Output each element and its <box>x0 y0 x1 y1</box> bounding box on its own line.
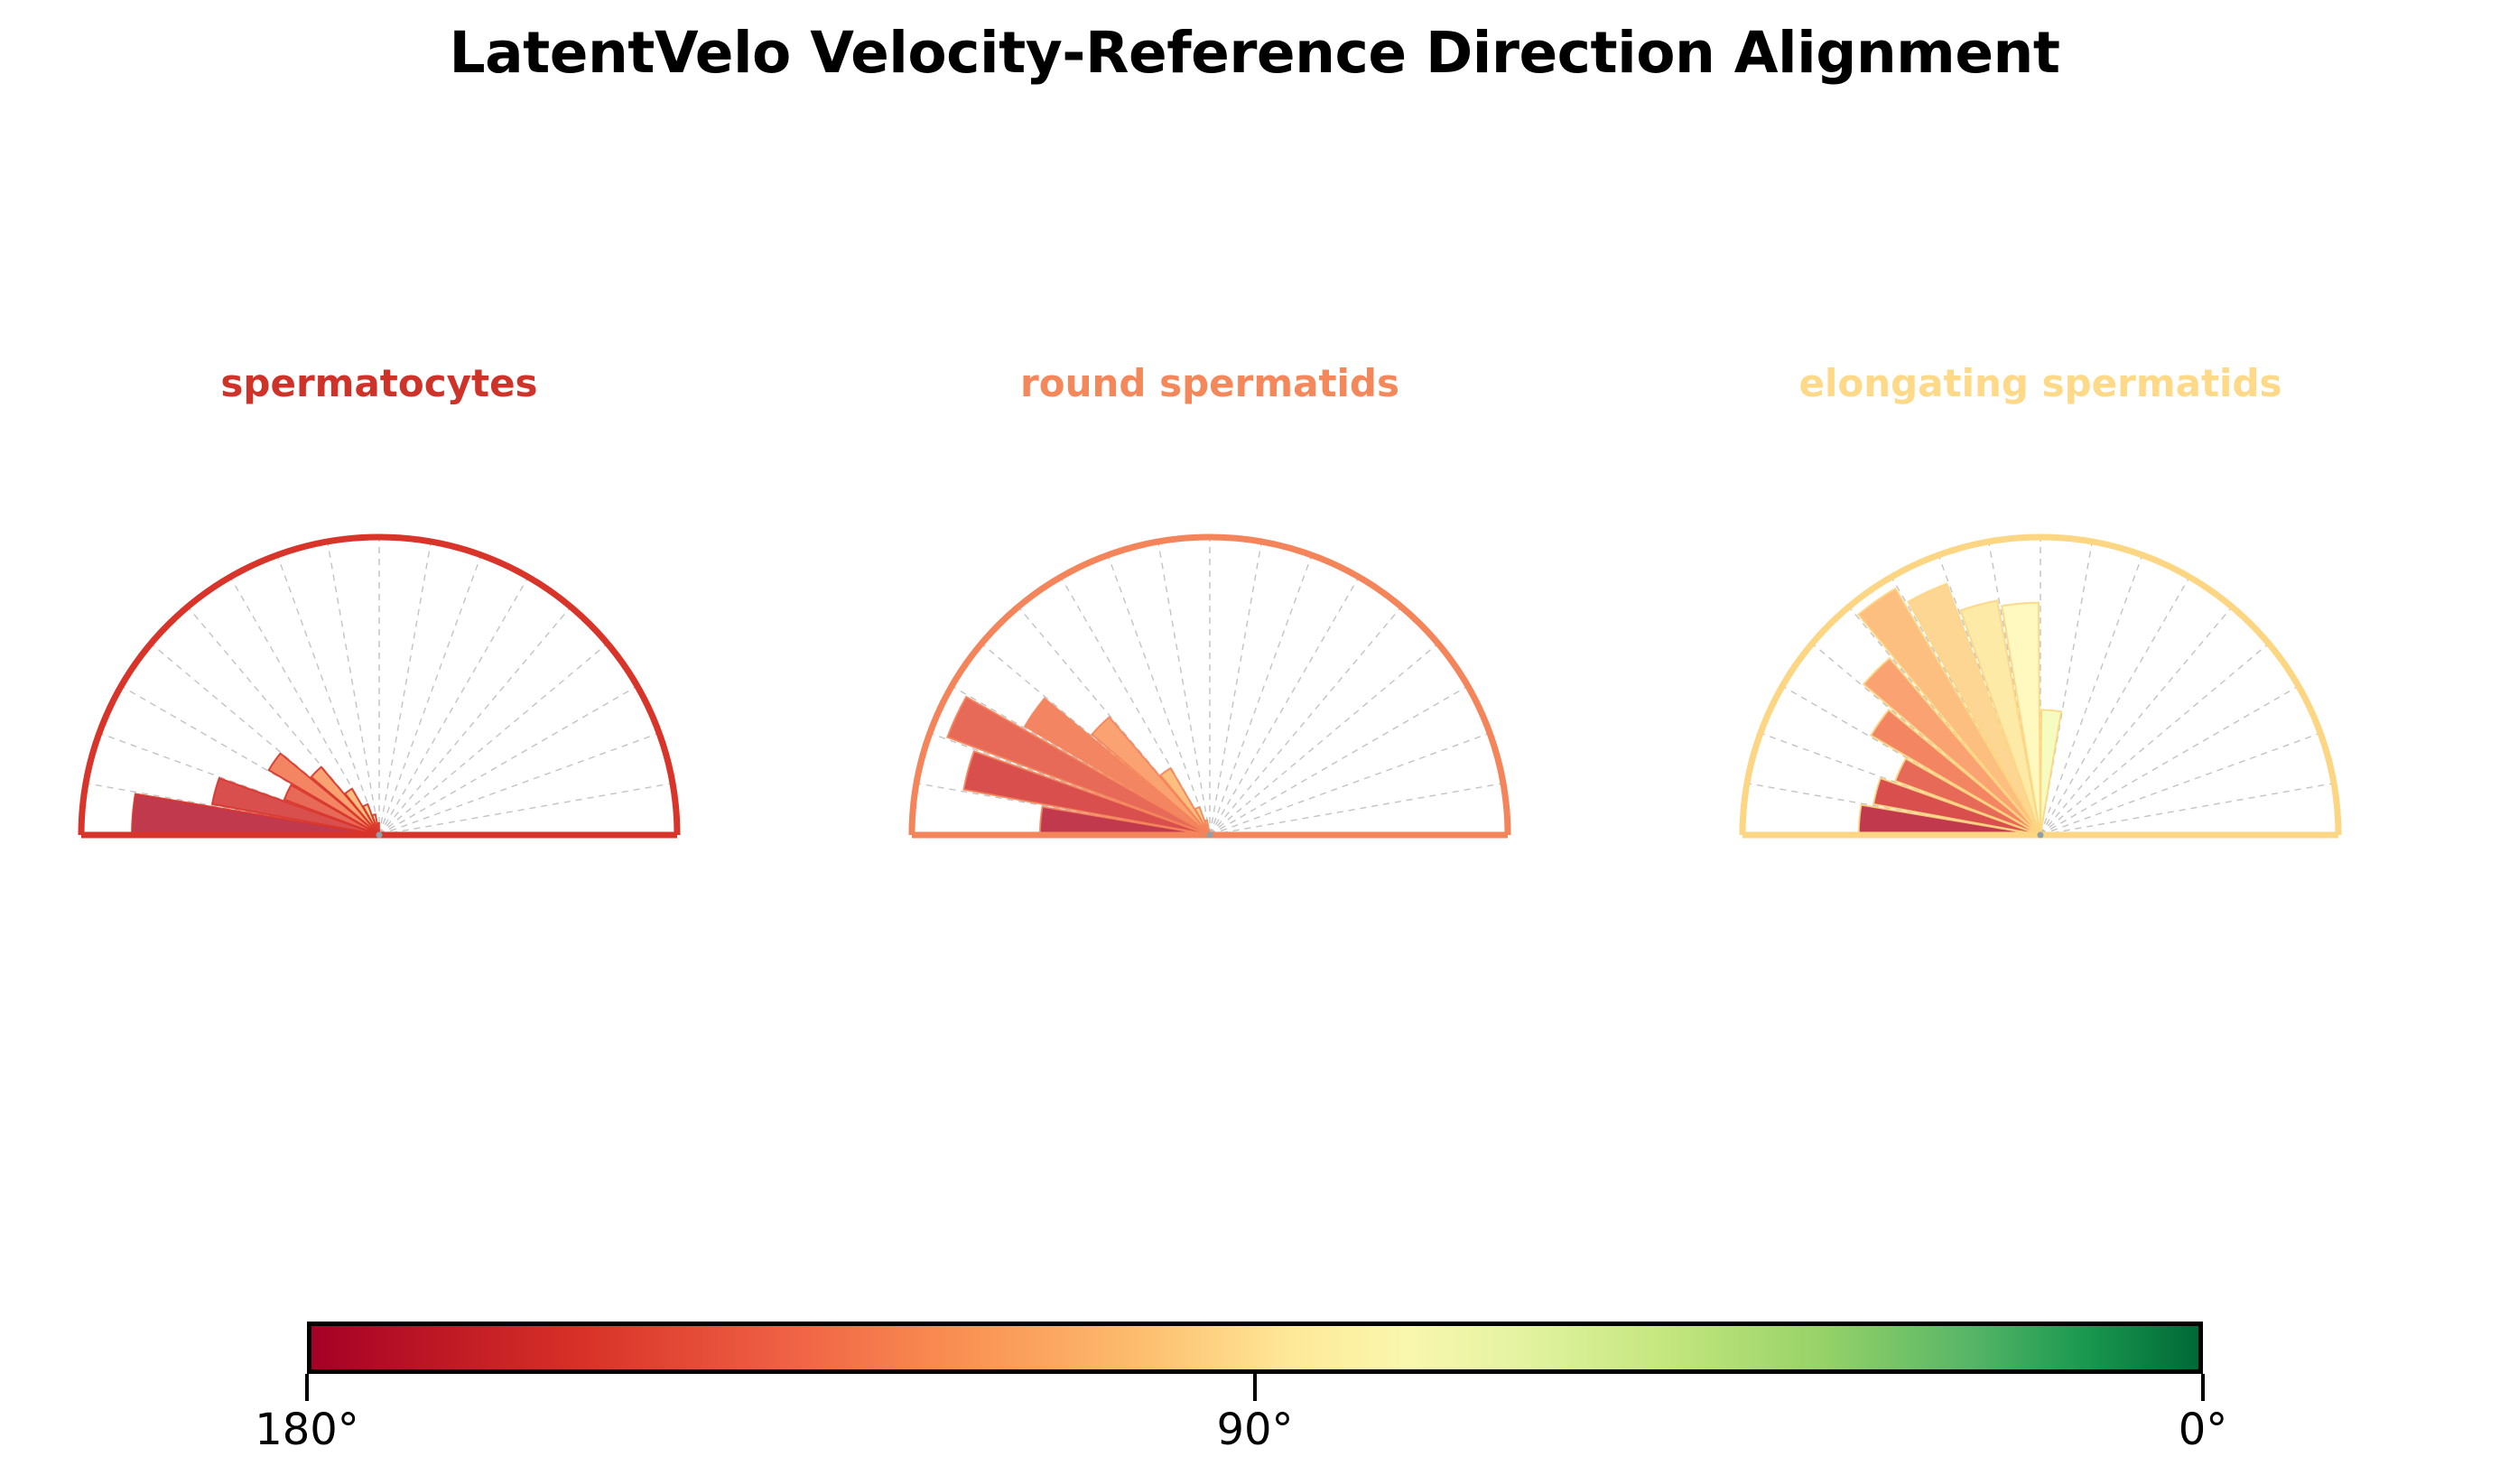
polar-bar-155deg[interactable] <box>283 784 380 836</box>
grid-spoke-20 <box>378 732 660 836</box>
grid-spoke-50 <box>1209 606 1402 836</box>
polar-origin-dot <box>2037 831 2044 839</box>
polar-svg-round-spermatids <box>908 533 1511 839</box>
grid-spoke-10 <box>378 783 674 836</box>
polar-bar-115deg[interactable] <box>1907 582 2041 836</box>
polar-origin-dot <box>376 831 383 839</box>
polar-bar-145deg[interactable] <box>1869 708 2041 836</box>
polar-plot-spermatocytes[interactable] <box>0 478 776 903</box>
polar-bar-125deg[interactable] <box>1856 587 2041 836</box>
grid-spoke-20 <box>1209 732 1491 836</box>
polar-bar-105deg[interactable] <box>1959 599 2041 836</box>
grid-spoke-70 <box>378 554 482 836</box>
polar-bar-165deg[interactable] <box>962 749 1211 836</box>
polar-bar-165deg[interactable] <box>210 776 380 836</box>
polar-bar-155deg[interactable] <box>1893 757 2041 836</box>
grid-spoke-70 <box>1209 554 1313 836</box>
grid-spoke-60 <box>378 576 529 836</box>
colorbar-label-0: 0° <box>2178 1405 2228 1455</box>
colorbar-label-180: 180° <box>255 1405 359 1455</box>
grid-spoke-110 <box>1107 554 1211 836</box>
polar-plot-elongating-spermatids[interactable] <box>1643 478 2438 903</box>
grid-spoke-10 <box>2040 783 2335 836</box>
polar-bar-135deg[interactable] <box>1862 656 2041 836</box>
grid-spoke-30 <box>1209 685 1469 836</box>
polar-svg-elongating-spermatids <box>1739 533 2342 839</box>
grid-spoke-40 <box>2040 643 2270 836</box>
polar-panel-round-spermatids: round spermatids <box>813 361 1607 921</box>
panel-title-spermatocytes: spermatocytes <box>220 361 538 405</box>
grid-spoke-70 <box>2040 554 2143 836</box>
grid-spoke-30 <box>2040 685 2300 836</box>
polar-outer-arc <box>908 533 1511 836</box>
grid-spoke-50 <box>2040 606 2233 836</box>
polar-bar-145deg[interactable] <box>1023 697 1211 836</box>
polar-outer-arc <box>78 533 681 836</box>
polar-bar-85deg[interactable] <box>2040 709 2063 836</box>
colorbar-tick-180 <box>305 1374 309 1401</box>
polar-bar-125deg[interactable] <box>1158 766 1211 836</box>
polar-bar-155deg[interactable] <box>946 695 1211 836</box>
polar-svg-spermatocytes <box>78 533 681 839</box>
colorbar-gradient[interactable] <box>307 1322 2203 1374</box>
polar-panel-spermatocytes: spermatocytes <box>0 361 776 921</box>
grid-spoke-80 <box>378 541 432 836</box>
grid-spoke-20 <box>2040 732 2321 836</box>
colorbar-label-90: 90° <box>1216 1405 1294 1455</box>
grid-spoke-100 <box>327 541 380 836</box>
polar-bar-95deg[interactable] <box>2001 601 2041 836</box>
panel-title-elongating-spermatids: elongating spermatids <box>1798 361 2282 405</box>
polar-outer-arc <box>1739 533 2342 836</box>
polar-origin-dot <box>1206 831 1213 839</box>
colorbar-area: 180° 90° 0° <box>0 1309 2509 1480</box>
colorbar-tick-0 <box>2201 1374 2205 1401</box>
polar-bar-135deg[interactable] <box>310 765 380 836</box>
grid-spoke-40 <box>378 643 609 836</box>
grid-spoke-10 <box>1209 783 1504 836</box>
colorbar-tick-90 <box>1253 1374 1257 1401</box>
grid-spoke-40 <box>1209 643 1439 836</box>
figure-title: LatentVelo Velocity-Reference Direction … <box>449 20 2060 86</box>
polar-plot-round-spermatids[interactable] <box>813 478 1607 903</box>
grid-spoke-80 <box>1209 541 1262 836</box>
grid-spoke-60 <box>1209 576 1360 836</box>
polar-panel-elongating-spermatids: elongating spermatids <box>1643 361 2438 921</box>
polar-bar-145deg[interactable] <box>267 752 380 836</box>
grid-spoke-60 <box>2040 576 2190 836</box>
polar-bar-165deg[interactable] <box>1872 776 2041 836</box>
grid-spoke-110 <box>276 554 380 836</box>
polar-bar-135deg[interactable] <box>1091 716 1211 836</box>
grid-spoke-30 <box>378 685 638 836</box>
grid-spoke-100 <box>1157 541 1211 836</box>
grid-spoke-50 <box>378 606 571 836</box>
panel-title-round-spermatids: round spermatids <box>1020 361 1399 405</box>
